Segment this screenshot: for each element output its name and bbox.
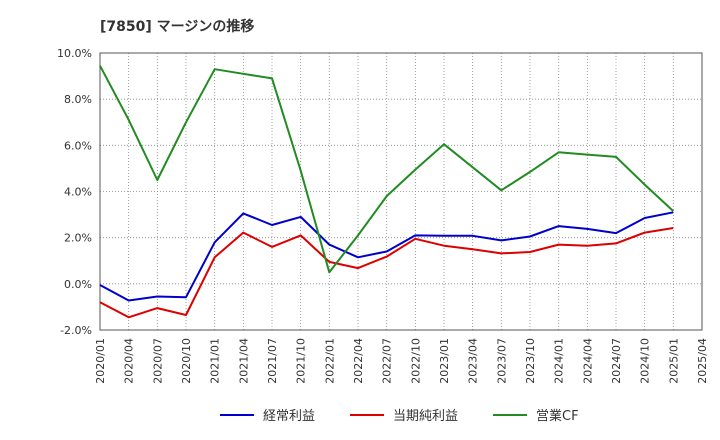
y-tick-label: 0.0% xyxy=(64,278,92,291)
x-tick-label: 2023/01 xyxy=(438,338,451,384)
x-tick-label: 2024/07 xyxy=(610,338,623,384)
y-tick-label: 8.0% xyxy=(64,93,92,106)
legend-label: 当期純利益 xyxy=(393,409,458,424)
legend: 経常利益 当期純利益 営業CF xyxy=(220,408,579,424)
x-tick-label: 2022/10 xyxy=(409,338,422,384)
x-tick-label: 2022/01 xyxy=(323,338,336,384)
y-tick-label: 4.0% xyxy=(64,186,92,199)
x-tick-label: 2020/01 xyxy=(94,338,107,384)
x-tick-label: 2024/04 xyxy=(581,338,594,384)
x-tick-label: 2020/07 xyxy=(151,338,164,384)
x-tick-label: 2025/04 xyxy=(696,338,709,384)
x-tick-label: 2021/10 xyxy=(295,338,308,384)
series-line xyxy=(99,227,674,319)
y-tick-label: 6.0% xyxy=(64,139,92,152)
legend-label: 経常利益 xyxy=(263,409,315,424)
series-line xyxy=(99,211,674,302)
x-tick-label: 2025/01 xyxy=(667,338,680,384)
x-tick-label: 2021/04 xyxy=(237,338,250,384)
x-tick-label: 2020/04 xyxy=(123,338,136,384)
series-lines xyxy=(99,65,674,319)
y-tick-label: 10.0% xyxy=(57,47,92,60)
x-tick-label: 2020/10 xyxy=(180,338,193,384)
x-tick-label: 2021/01 xyxy=(209,338,222,384)
plot-frame xyxy=(99,52,703,331)
x-tick-label: 2023/04 xyxy=(467,338,480,384)
x-tick-label: 2023/10 xyxy=(524,338,537,384)
x-axis-ticks: 2020/01 2020/04 2020/07 2020/10 2021/01 2021/… xyxy=(94,338,709,384)
series-line xyxy=(99,65,674,274)
x-tick-label: 2024/01 xyxy=(553,338,566,384)
x-tick-label: 2022/07 xyxy=(381,338,394,384)
y-tick-label: 2.0% xyxy=(64,232,92,245)
legend-label: 営業CF xyxy=(536,408,579,424)
x-tick-label: 2022/04 xyxy=(352,338,365,384)
grid-lines xyxy=(99,52,703,331)
x-tick-label: 2021/07 xyxy=(266,338,279,384)
y-axis-ticks: 10.0% 8.0% 6.0% 4.0% 2.0% 0.0% -2.0% xyxy=(57,47,92,337)
chart-title: [7850] マージンの推移 xyxy=(100,18,254,35)
y-tick-label: -2.0% xyxy=(60,324,92,337)
x-tick-label: 2024/10 xyxy=(639,338,652,384)
x-tick-label: 2023/07 xyxy=(495,338,508,384)
